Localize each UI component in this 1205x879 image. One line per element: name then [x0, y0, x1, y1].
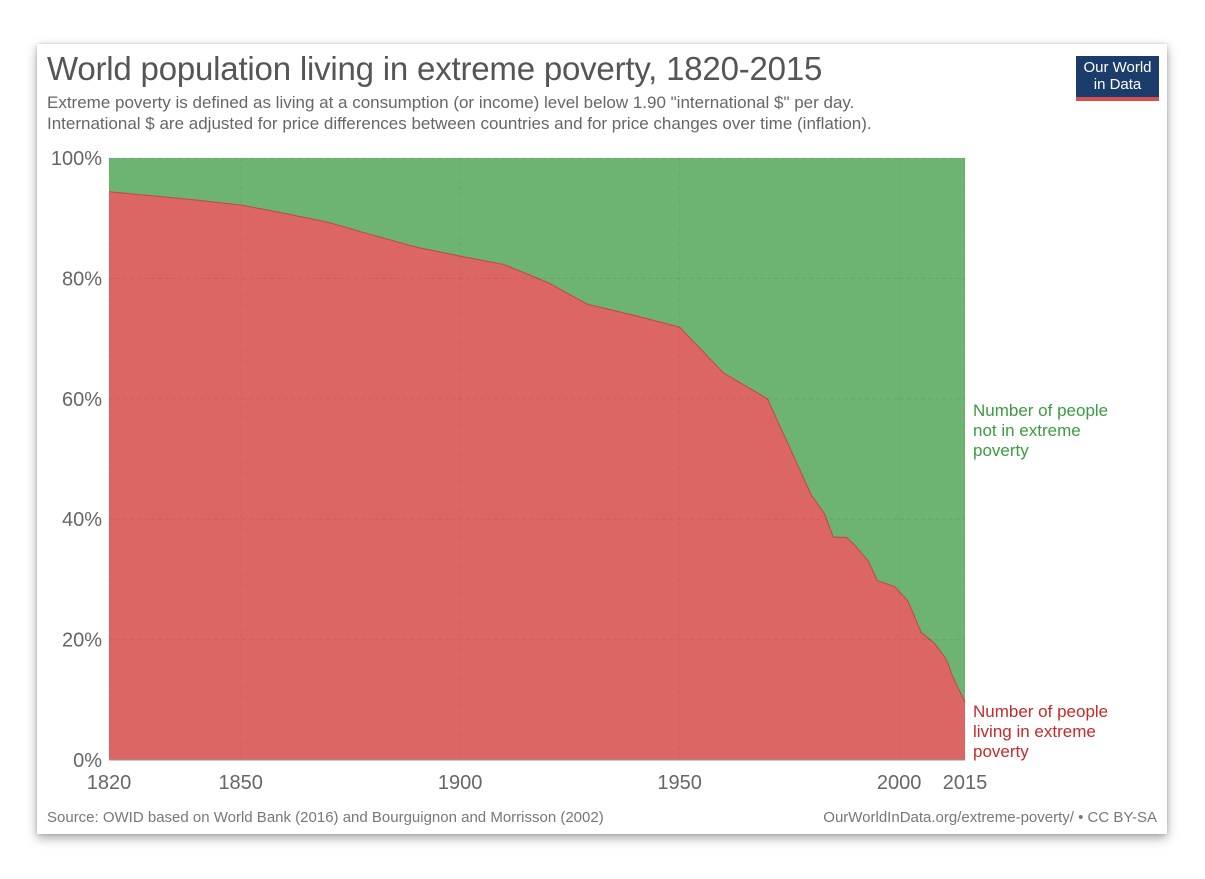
- x-tick-label: 1950: [657, 772, 702, 794]
- x-tick-label: 2015: [943, 772, 988, 794]
- label-layer: Number of people not in extreme povertyNum…: [973, 401, 1108, 761]
- area-not-in-extreme-poverty[interactable]: [109, 158, 965, 703]
- subtitle-line-1: Extreme poverty is defined as living at …: [47, 93, 855, 112]
- legend-label-in-poverty: Number of people living in extreme poverty: [973, 702, 1108, 761]
- legend-label-not-in-poverty-line: Number of people: [973, 401, 1108, 420]
- area-living-in-extreme-poverty[interactable]: [109, 191, 965, 760]
- y-tick-label: 60%: [62, 389, 102, 411]
- legend-label-in-poverty-line: living in extreme: [973, 722, 1096, 741]
- x-tick-label: 1820: [87, 772, 132, 794]
- x-tick-label: 1900: [438, 772, 483, 794]
- legend-label-not-in-poverty-line: not in extreme: [973, 421, 1081, 440]
- chart-card: World population living in extreme pover…: [37, 44, 1167, 834]
- owid-logo[interactable]: Our World in Data: [1076, 56, 1159, 101]
- area-layer: [108, 158, 966, 760]
- logo-line-2: in Data: [1093, 76, 1142, 93]
- y-tick-label: 80%: [62, 268, 102, 290]
- source-link[interactable]: OurWorldInData.org/extreme-poverty/ • CC…: [823, 809, 1157, 826]
- legend-label-in-poverty-line: Number of people: [973, 702, 1108, 721]
- logo-line-1: Our World: [1083, 59, 1152, 76]
- chart-title: World population living in extreme pover…: [47, 50, 823, 87]
- chart-plot: 0% 20% 40% 60% 80% 100% 1820 1850 1900 1950 2000 20…: [51, 148, 1108, 794]
- y-tick-label: 40%: [62, 509, 102, 531]
- logo-accent-bar: [1076, 97, 1159, 101]
- y-tick-label: 0%: [73, 750, 102, 772]
- x-tick-label: 1850: [218, 772, 263, 794]
- subtitle-line-2: International $ are adjusted for price d…: [47, 114, 872, 133]
- y-tick-label: 20%: [62, 630, 102, 652]
- chart-subtitle: Extreme poverty is defined as living at …: [47, 92, 872, 134]
- axis-layer: 0% 20% 40% 60% 80% 100% 1820 1850 1900 1950 2000 20…: [51, 148, 987, 794]
- source-note: Source: OWID based on World Bank (2016) …: [47, 809, 604, 826]
- legend-label-in-poverty-line: poverty: [973, 742, 1029, 761]
- legend-label-not-in-poverty: Number of people not in extreme poverty: [973, 401, 1108, 460]
- x-tick-label: 2000: [877, 772, 922, 794]
- poverty-boundary-line: [108, 191, 966, 703]
- y-tick-label: 100%: [51, 148, 102, 170]
- legend-label-not-in-poverty-line: poverty: [973, 441, 1029, 460]
